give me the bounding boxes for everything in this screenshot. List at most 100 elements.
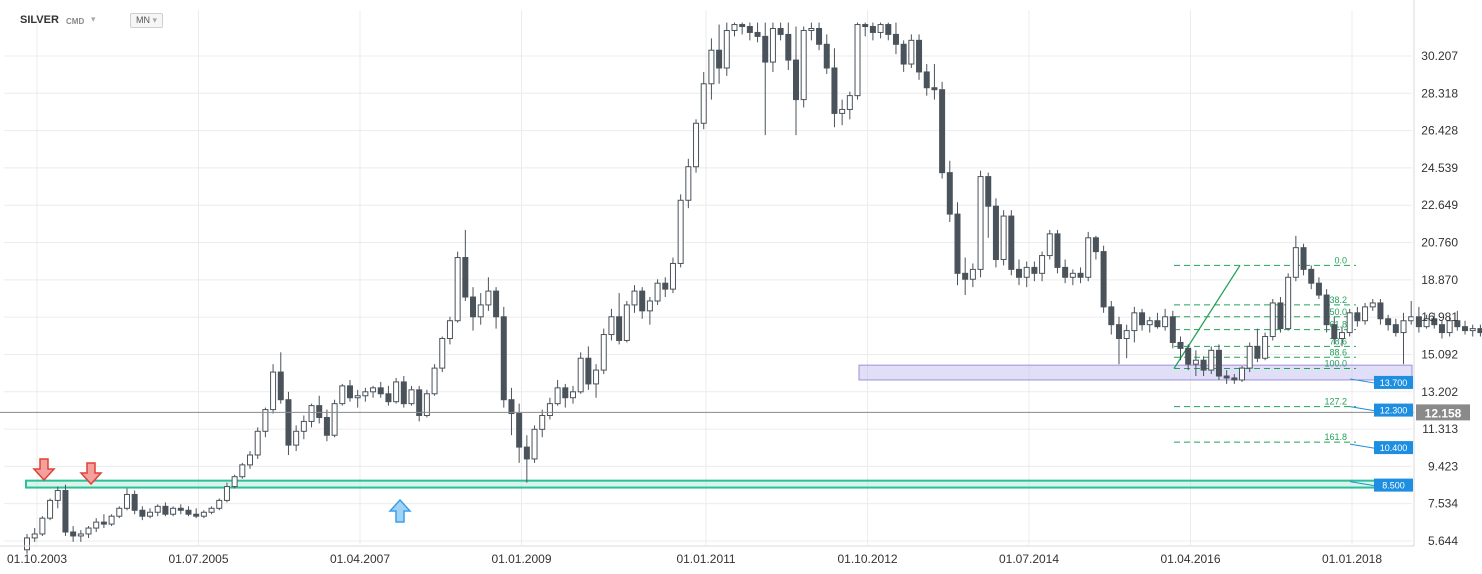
candle-body [769,27,776,63]
candle-body [1438,324,1445,334]
candle-body [247,454,254,466]
candle [162,502,169,517]
candle-body [1338,332,1345,339]
fibonacci-anchor-line[interactable] [1173,265,1241,369]
candle [308,403,315,428]
x-axis[interactable]: 01.10.2003 01.07.2005 01.04.2007 01.01.2009… [0,545,1482,566]
candle [1192,350,1199,377]
candle-body [1454,320,1461,328]
candle [1277,297,1284,333]
candle [1315,277,1322,300]
candle [1462,320,1469,335]
candle-body [1146,320,1153,326]
candle-body [985,176,992,207]
candle-body [385,393,392,403]
candle-body [892,33,899,45]
candle [816,22,823,51]
y-tick-label: 13.202 [1421,385,1458,399]
candle [1154,312,1161,329]
source-label[interactable]: CMD [66,17,85,26]
fib-level-label: 88.6 [1329,347,1347,357]
x-tick-label: 01.01.2011 [676,552,735,566]
candle-body [1392,324,1399,334]
candle-body [869,26,876,33]
candle-body [823,43,830,69]
candle-body [1400,320,1407,334]
candle [793,26,799,136]
y-axis[interactable]: 30.207 28.318 26.428 24.539 22.649 20.760 18.8… [1413,0,1470,548]
candle [1092,235,1099,260]
candle [254,427,261,459]
candle-body [231,476,238,488]
fib-level-label: 161.8 [1324,432,1347,442]
x-tick-label: 01.04.2007 [330,552,390,566]
candle-body [85,527,92,535]
price-tag-connector [1349,443,1375,449]
candle [323,409,330,442]
fib-level-label: 127.2 [1324,397,1347,407]
candle-body [531,428,538,460]
candle-body [177,507,184,511]
candle-body [954,213,961,274]
candle-body [577,357,584,393]
candle [962,257,969,296]
y-tick-label: 5.644 [1428,534,1458,548]
candle [1139,308,1146,331]
candle-body [1277,302,1284,330]
candle [1077,267,1084,284]
candle [577,352,584,394]
candle [1162,308,1169,331]
candle-body [193,513,200,517]
x-tick-label: 01.04.2016 [1160,552,1220,566]
candle [739,22,746,35]
chevron-down-icon[interactable]: ▾ [91,14,96,24]
candle-body [585,357,592,385]
candle [1231,374,1238,384]
price-tag-label: 13.700 [1380,378,1408,388]
timeframe-value: MN [136,15,150,25]
candle [777,22,784,41]
candle [331,399,338,438]
resistance-zone[interactable] [858,364,1413,381]
candle-body [1223,375,1230,379]
up-arrow-icon [388,498,412,523]
candle [708,38,715,100]
candle-body [1000,215,1007,261]
candle [762,22,769,136]
candle [677,194,684,268]
candle-body [808,27,815,31]
candle-body [685,166,692,201]
candle-body [216,499,223,509]
candle-body [1185,347,1192,365]
candle-body [170,507,177,515]
candle [1115,316,1122,365]
candle [562,383,569,408]
candle [593,364,600,398]
candle-body [154,505,161,513]
candle-body [977,176,984,270]
candle [385,385,392,406]
candle [854,22,861,100]
candle-body [308,405,315,422]
candle-body [739,24,746,28]
candle [977,170,984,278]
candle [147,508,154,519]
candle-body [1054,233,1061,268]
candle [1431,312,1438,329]
candle-body [608,316,615,336]
y-tick-label: 15.092 [1421,347,1458,361]
candle [1338,326,1345,347]
candle-body [677,199,684,264]
symbol-label[interactable]: SILVER [20,14,59,26]
timeframe-select[interactable]: MN ▾ [130,13,164,28]
candle [654,279,661,305]
candle [1454,310,1461,331]
candle-body [1215,349,1222,377]
candle [531,425,538,463]
candle-body [1115,324,1122,339]
candle [1108,300,1115,335]
candle [1415,306,1422,333]
chart-markers [32,458,412,523]
price-tag-connector [1349,378,1375,384]
